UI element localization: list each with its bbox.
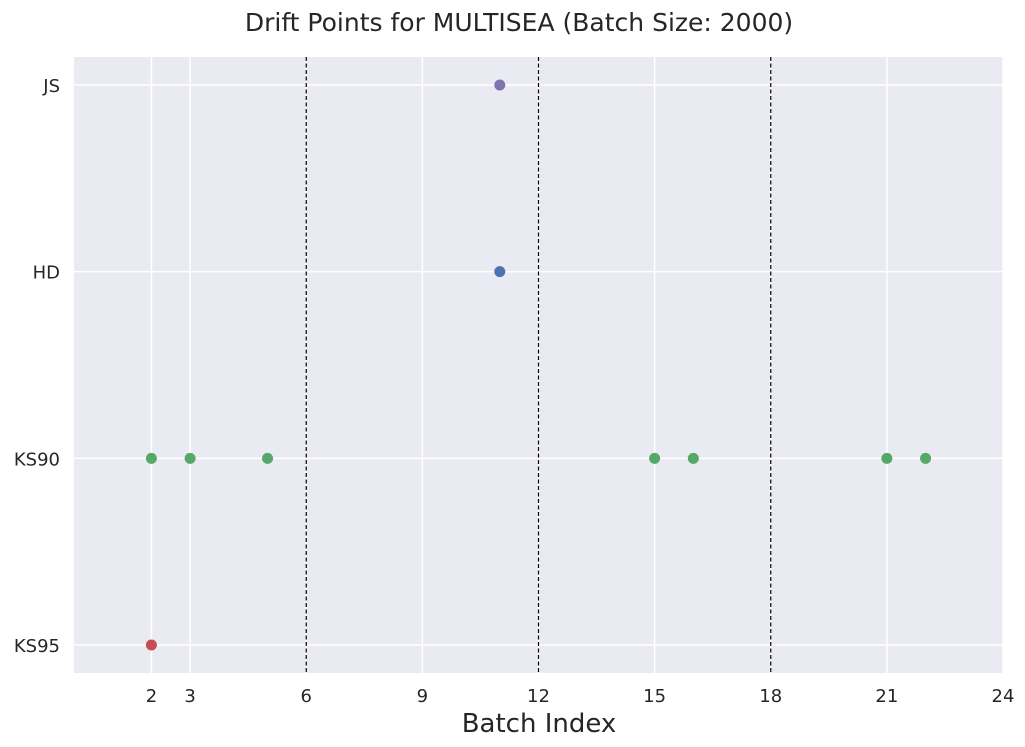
x-tick-label: 15 xyxy=(643,686,666,707)
x-tick-label: 21 xyxy=(875,686,898,707)
drift-point-ks90 xyxy=(184,452,196,464)
x-tick-label: 3 xyxy=(184,686,195,707)
drift-point-ks90 xyxy=(881,452,893,464)
x-tick-label: 6 xyxy=(301,686,312,707)
drift-point-ks95 xyxy=(145,639,157,651)
drift-point-ks90 xyxy=(920,452,932,464)
y-tick-label: KS95 xyxy=(14,636,60,657)
x-tick-label: 12 xyxy=(527,686,550,707)
drift-point-ks90 xyxy=(262,452,274,464)
drift-point-js xyxy=(494,79,506,91)
x-axis-label: Batch Index xyxy=(462,709,617,739)
drift-point-ks90 xyxy=(687,452,699,464)
y-axis-ticks: JS HD KS90 KS95 xyxy=(14,76,60,657)
drift-point-hd xyxy=(494,266,506,278)
x-tick-label: 9 xyxy=(417,686,428,707)
drift-point-ks90 xyxy=(649,452,661,464)
y-tick-label: HD xyxy=(33,263,60,284)
x-axis-ticks: 2 3 6 9 12 15 18 21 24 xyxy=(146,686,1015,707)
drift-point-ks90 xyxy=(145,452,157,464)
x-tick-label: 24 xyxy=(992,686,1015,707)
chart-title: Drift Points for MULTISEA (Batch Size: 2… xyxy=(245,8,793,37)
data-points xyxy=(145,79,932,651)
x-tick-label: 2 xyxy=(146,686,157,707)
x-tick-label: 18 xyxy=(759,686,782,707)
drift-boundary-lines xyxy=(305,57,772,673)
y-tick-label: JS xyxy=(42,76,60,97)
y-tick-label: KS90 xyxy=(14,449,60,470)
